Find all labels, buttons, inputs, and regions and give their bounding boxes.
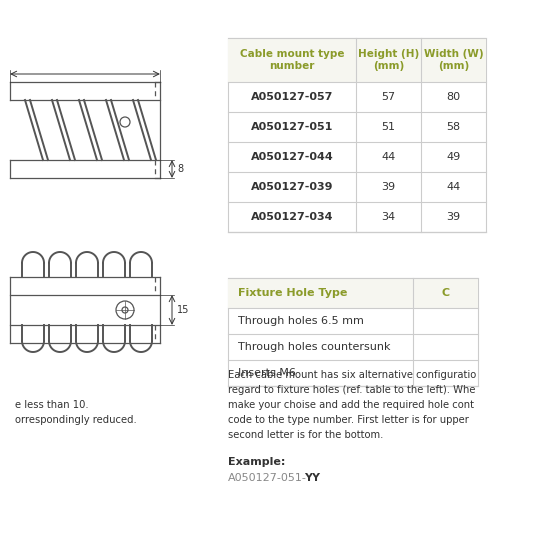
- Text: make your choise and add the required hole cont: make your choise and add the required ho…: [228, 400, 474, 410]
- Text: 34: 34: [381, 212, 396, 222]
- Text: 15: 15: [177, 305, 190, 315]
- Text: A050127-051: A050127-051: [251, 122, 333, 132]
- Text: Fixture Hole Type: Fixture Hole Type: [238, 288, 347, 298]
- Text: code to the type number. First letter is for upper: code to the type number. First letter is…: [228, 415, 469, 425]
- Text: Height (H)
(mm): Height (H) (mm): [358, 49, 419, 71]
- Text: 44: 44: [447, 182, 461, 192]
- Text: Width (W)
(mm): Width (W) (mm): [424, 49, 483, 71]
- Text: Inserts M6: Inserts M6: [238, 368, 296, 378]
- Text: e less than 10.: e less than 10.: [15, 400, 89, 410]
- Bar: [228, 38, 486, 82]
- Text: 8: 8: [177, 164, 183, 174]
- Text: C: C: [441, 288, 450, 298]
- Text: Through holes 6.5 mm: Through holes 6.5 mm: [238, 316, 364, 326]
- Text: A050127-051-: A050127-051-: [228, 473, 307, 483]
- Text: orrespondingly reduced.: orrespondingly reduced.: [15, 415, 137, 425]
- Text: 58: 58: [447, 122, 461, 132]
- Text: 51: 51: [381, 122, 395, 132]
- Text: 44: 44: [381, 152, 396, 162]
- Text: Through holes countersunk: Through holes countersunk: [238, 342, 390, 352]
- Text: 39: 39: [447, 212, 461, 222]
- Text: A050127-034: A050127-034: [251, 212, 333, 222]
- Text: A050127-044: A050127-044: [251, 152, 333, 162]
- Text: A050127-057: A050127-057: [251, 92, 333, 102]
- Text: 80: 80: [447, 92, 461, 102]
- Text: YY: YY: [304, 473, 320, 483]
- Text: 39: 39: [381, 182, 396, 192]
- Text: Cable mount type
number: Cable mount type number: [240, 49, 345, 71]
- Bar: [228, 278, 478, 308]
- Bar: [228, 278, 478, 386]
- Text: regard to fixture holes (ref. table to the left). Whe: regard to fixture holes (ref. table to t…: [228, 385, 476, 395]
- Text: 57: 57: [381, 92, 396, 102]
- Bar: [228, 38, 486, 232]
- Text: A050127-039: A050127-039: [251, 182, 333, 192]
- Text: Each cable mount has six alternative configuratio: Each cable mount has six alternative con…: [228, 370, 476, 380]
- Text: Example:: Example:: [228, 457, 285, 467]
- Text: second letter is for the bottom.: second letter is for the bottom.: [228, 430, 383, 440]
- Text: 49: 49: [447, 152, 461, 162]
